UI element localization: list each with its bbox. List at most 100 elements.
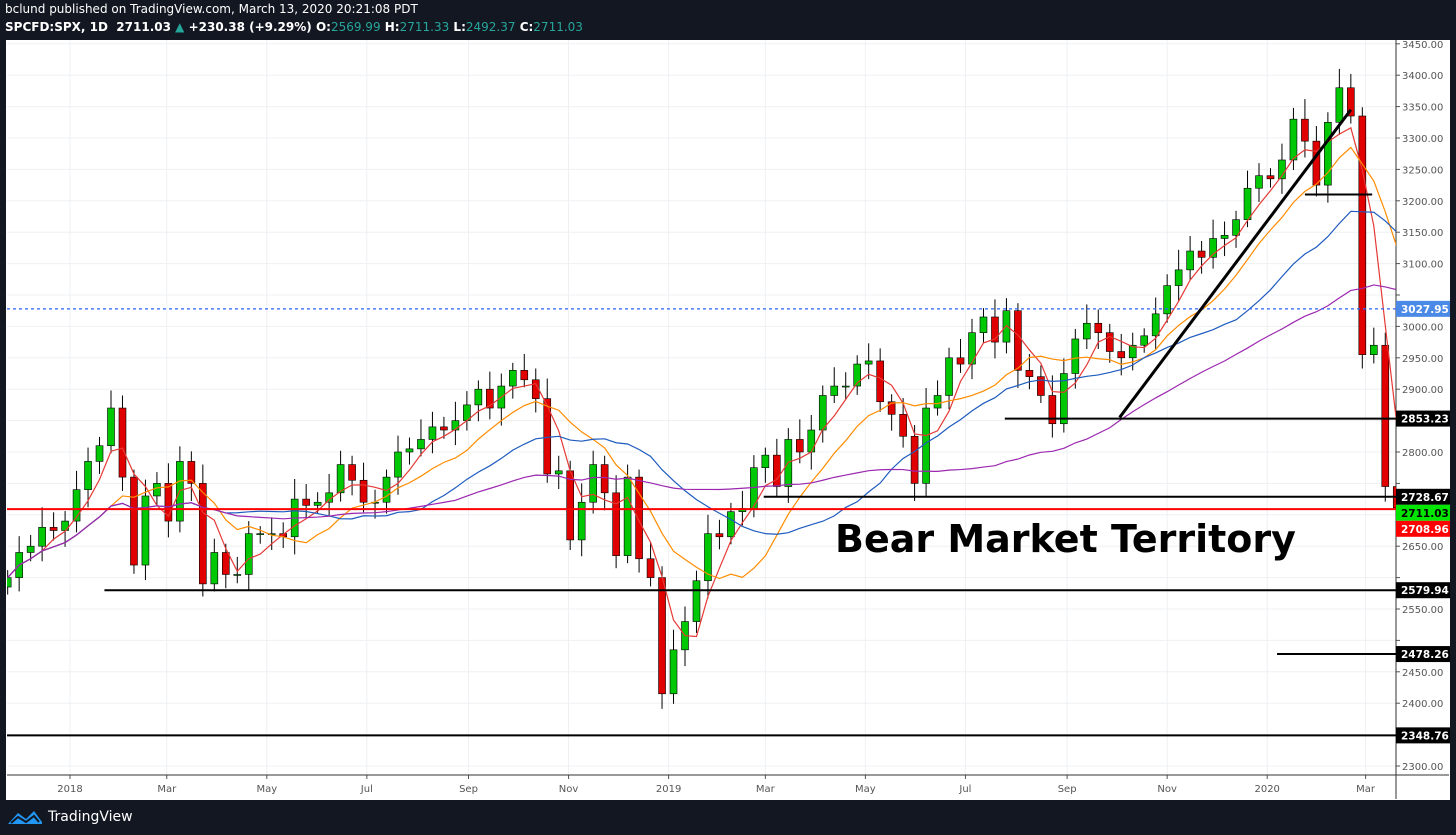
candle-body <box>658 577 666 695</box>
x-tick-label: Jul <box>360 784 373 795</box>
candle-body <box>761 454 770 469</box>
publisher-line: bclund published on TradingView.com, Mar… <box>5 2 418 16</box>
candle-body <box>968 332 976 365</box>
close-label: C: <box>519 20 534 34</box>
candle-body <box>1186 250 1194 271</box>
y-tick-label: 3450.00 <box>1402 40 1443 51</box>
candle-body <box>635 476 643 560</box>
candle-body <box>1071 338 1080 374</box>
candle-body <box>807 429 816 453</box>
price-label-box <box>1396 410 1450 427</box>
candle-body <box>7 577 12 588</box>
candle-body <box>1151 313 1160 337</box>
candle-body <box>405 448 414 453</box>
candle-body <box>508 370 517 387</box>
candle-body <box>417 439 425 450</box>
candle-body <box>1094 322 1103 333</box>
candle-body <box>451 420 460 431</box>
candle-body <box>933 395 942 409</box>
candle-body <box>141 495 150 566</box>
candle-body <box>1243 187 1252 220</box>
candle-body <box>1255 175 1263 189</box>
y-tick-label: 3400.00 <box>1402 71 1443 82</box>
candle-body <box>1025 370 1034 377</box>
x-tick-label: 2019 <box>656 784 681 795</box>
candle-body <box>428 426 437 440</box>
change: +230.38 (+9.29%) <box>188 20 312 34</box>
tradingview-logo[interactable]: TradingView <box>6 808 133 826</box>
candle-body <box>773 454 781 487</box>
candle-body <box>164 483 173 522</box>
price-label-box <box>1396 504 1450 521</box>
candle-body <box>222 552 230 575</box>
candle-body <box>727 511 735 538</box>
candle-body <box>1301 118 1309 142</box>
candle-body <box>1324 122 1332 186</box>
x-tick-label: Jul <box>958 784 971 795</box>
candle-body <box>910 435 919 484</box>
candle-body <box>394 451 402 478</box>
x-tick-label: May <box>256 784 277 795</box>
cloud-logo-icon <box>8 811 42 824</box>
candle-body <box>979 316 988 333</box>
candle-body <box>1197 250 1206 258</box>
price-label: 2579.94 <box>1401 585 1449 597</box>
candle-body <box>187 461 196 484</box>
candle-body <box>853 363 862 387</box>
candle-body <box>715 533 724 538</box>
moving-average-line <box>7 126 1396 638</box>
y-tick-label: 3350.00 <box>1402 103 1443 114</box>
y-tick-label: 2550.00 <box>1402 605 1443 616</box>
annotation-bear-market: Bear Market Territory <box>835 517 1296 561</box>
candle-body <box>1232 219 1240 236</box>
symbol[interactable]: SPCFD:SPX, 1D <box>5 20 108 34</box>
candle-body <box>1128 344 1137 359</box>
y-tick-label: 2950.00 <box>1402 354 1443 365</box>
candle-body <box>336 464 345 494</box>
price-label-box <box>1396 488 1450 505</box>
candle-body <box>256 533 265 535</box>
candle-body <box>566 470 575 541</box>
low-label: L: <box>453 20 466 34</box>
candle-body <box>1209 238 1217 258</box>
price-label-box <box>1396 582 1450 599</box>
y-tick-label: 3300.00 <box>1402 134 1443 145</box>
candle-body <box>1174 269 1183 286</box>
candle-body <box>1048 395 1057 425</box>
candle-body <box>313 501 322 506</box>
low-value: 2492.37 <box>465 20 516 34</box>
y-tick-label: 3100.00 <box>1402 260 1443 271</box>
y-tick-label: 2450.00 <box>1402 668 1443 679</box>
candle-body <box>1358 115 1367 355</box>
chart-frame[interactable] <box>6 40 1450 800</box>
candle-body <box>348 464 356 481</box>
candle-body <box>945 357 953 396</box>
price-label-box <box>1396 727 1450 744</box>
candle-body <box>1060 373 1068 425</box>
moving-average-line <box>7 146 1396 580</box>
close-value: 2711.03 <box>533 20 583 34</box>
price-label-box <box>1396 520 1450 537</box>
candle-body <box>26 545 35 553</box>
moving-average-line <box>7 284 1396 579</box>
candle-body <box>153 483 161 497</box>
candle-body <box>589 464 597 503</box>
y-tick-label: 3000.00 <box>1402 322 1443 333</box>
candle-body <box>359 479 368 503</box>
brand-name: TradingView <box>48 809 133 825</box>
candle-body <box>704 533 712 582</box>
price-label: 2478.26 <box>1401 649 1449 661</box>
candle-body <box>199 483 207 585</box>
price-label: 2728.67 <box>1401 492 1449 504</box>
candle-body <box>520 370 529 381</box>
candle-body <box>1312 140 1321 186</box>
x-tick-label: May <box>855 784 876 795</box>
candle-body <box>72 489 81 522</box>
y-tick-label: 3150.00 <box>1402 228 1443 239</box>
candle-body <box>1370 344 1378 355</box>
candle-body <box>1347 87 1355 117</box>
candle-body <box>1105 332 1114 352</box>
candle-body <box>130 476 138 566</box>
candle-body <box>244 533 253 575</box>
